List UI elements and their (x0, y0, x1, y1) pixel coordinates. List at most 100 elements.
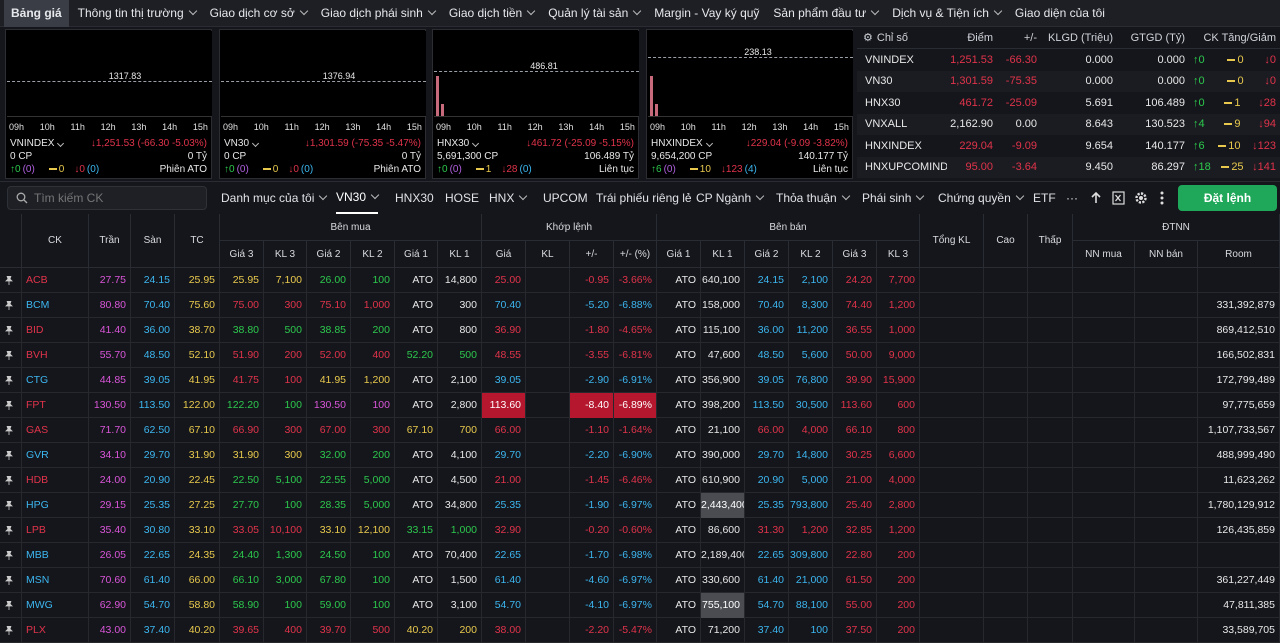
market-tab-11[interactable]: ETF (1033, 182, 1056, 214)
cell-ck[interactable]: BCM (22, 293, 89, 318)
more-tabs-button[interactable]: ··· (1066, 191, 1078, 205)
nav-item-4[interactable]: Giao dịch tiền (442, 0, 541, 27)
excel-icon[interactable] (1112, 191, 1125, 205)
cell-ck[interactable]: LPB (22, 518, 89, 543)
market-tab-8[interactable]: Thỏa thuận (776, 182, 850, 214)
pin-icon[interactable] (5, 451, 13, 460)
market-tab-6[interactable]: Trái phiếu riêng lẻ (596, 182, 692, 214)
index-table-row[interactable]: VNXALL 2,162.90 0.00 8.643 130.523 ↑4 9 ↓94 (857, 113, 1280, 135)
cell-ck[interactable]: ACB (22, 268, 89, 293)
market-tab-7[interactable]: CP Ngành (696, 182, 765, 214)
nav-item-2[interactable]: Giao dịch cơ sở (203, 0, 314, 27)
arrow-up-icon[interactable] (1090, 192, 1102, 204)
gear-icon[interactable]: ⚙ (863, 32, 873, 44)
index-mini-chart[interactable]: 1376.94 09h 10h 11h 12h 13h 14h 15h VN30 ↓1,301.5… (219, 29, 426, 179)
stock-row-hpg[interactable]: HPG 29.15 25.35 27.25 27.70 100 28.35 5,000 ATO 3… (0, 493, 1280, 518)
stock-row-fpt[interactable]: FPT 130.50 113.50 122.00 122.20 100 130.50 100 A… (0, 393, 1280, 418)
pin-cell[interactable] (0, 543, 22, 568)
pin-cell[interactable] (0, 418, 22, 443)
nav-item-8[interactable]: Dịch vụ & Tiện ích (885, 0, 1008, 27)
pin-icon[interactable] (5, 376, 13, 385)
cell-ck[interactable]: HDB (22, 468, 89, 493)
pin-cell[interactable] (0, 618, 22, 643)
nav-item-7[interactable]: Sản phẩm đầu tư (766, 0, 885, 27)
cell-ck[interactable]: GVR (22, 443, 89, 468)
index-mini-chart[interactable]: 1317.83 09h 10h 11h 12h 13h 14h 15h VNINDEX ↓1,25… (5, 29, 212, 179)
pin-cell[interactable] (0, 343, 22, 368)
pin-icon[interactable] (5, 476, 13, 485)
more-options-icon[interactable] (1160, 191, 1164, 205)
market-tab-2[interactable]: HNX30 (395, 182, 434, 214)
stock-row-mwg[interactable]: MWG 62.90 54.70 58.80 58.90 100 59.00 100 ATO 3,1… (0, 593, 1280, 618)
pin-icon[interactable] (5, 601, 13, 610)
cell-ck[interactable]: FPT (22, 393, 89, 418)
search-input[interactable] (34, 191, 194, 205)
pin-icon[interactable] (5, 276, 13, 285)
index-table-row[interactable]: VNINDEX 1,251.53 -66.30 0.000 0.000 ↑0 0 ↓0 (857, 49, 1280, 71)
stock-row-gvr[interactable]: GVR 34.10 29.70 31.90 31.90 300 32.00 200 ATO 4,1… (0, 443, 1280, 468)
nav-item-9[interactable]: Giao diện của tôi (1008, 0, 1112, 27)
pin-cell[interactable] (0, 468, 22, 493)
cell-ck[interactable]: MWG (22, 593, 89, 618)
pin-icon[interactable] (5, 326, 13, 335)
cell-ck[interactable]: BID (22, 318, 89, 343)
market-tab-4[interactable]: HNX (489, 182, 528, 214)
index-mini-chart[interactable]: 238.13 09h 10h 11h 12h 13h 14h 15h HNXINDEX ↓229.… (646, 29, 853, 179)
pin-cell[interactable] (0, 593, 22, 618)
pin-icon[interactable] (5, 576, 13, 585)
nav-item-0[interactable]: Bảng giá (4, 0, 69, 27)
cell-ck[interactable]: CTG (22, 368, 89, 393)
stock-row-acb[interactable]: ACB 27.75 24.15 25.95 25.95 7,100 26.00 100 ATO 1… (0, 268, 1280, 293)
pin-cell[interactable] (0, 568, 22, 593)
stock-row-mbb[interactable]: MBB 26.05 22.65 24.35 24.40 1,300 24.50 100 ATO 7… (0, 543, 1280, 568)
cell-ck[interactable]: PLX (22, 618, 89, 643)
market-tab-0[interactable]: Danh mục của tôi (221, 182, 328, 214)
nav-item-1[interactable]: Thông tin thị trường (71, 0, 203, 27)
stock-row-hdb[interactable]: HDB 24.00 20.90 22.45 22.50 5,100 22.55 5,000 AT… (0, 468, 1280, 493)
cell-ck[interactable]: HPG (22, 493, 89, 518)
index-name[interactable]: HNX30 (437, 137, 480, 150)
pin-icon[interactable] (5, 551, 13, 560)
index-table-row[interactable]: HNX30 461.72 -25.09 5.691 106.489 ↑0 1 ↓28 (857, 92, 1280, 114)
pin-icon[interactable] (5, 626, 13, 635)
pin-icon[interactable] (5, 301, 13, 310)
index-table-row[interactable]: HNXINDEX 229.04 -9.09 9.654 140.177 ↑6 10 ↓123 (857, 135, 1280, 157)
market-tab-10[interactable]: Chứng quyền (938, 182, 1024, 214)
stock-row-lpb[interactable]: LPB 35.40 30.80 33.10 33.05 10,100 33.10 12,100… (0, 518, 1280, 543)
stock-row-bvh[interactable]: BVH 55.70 48.50 52.10 51.90 200 52.00 400 52.20 5… (0, 343, 1280, 368)
stock-row-ctg[interactable]: CTG 44.85 39.05 41.95 41.75 100 41.95 1,200 ATO 2… (0, 368, 1280, 393)
pin-cell[interactable] (0, 368, 22, 393)
stock-row-bid[interactable]: BID 41.40 36.00 38.70 38.80 500 38.85 200 ATO 800… (0, 318, 1280, 343)
pin-icon[interactable] (5, 401, 13, 410)
nav-item-6[interactable]: Margin - Vay ký quỹ (647, 0, 766, 27)
index-table-row[interactable]: HNXUPCOMINDE 95.00 -3.64 9.450 86.297 ↑18 25 ↓1… (857, 156, 1280, 178)
pin-icon[interactable] (5, 426, 13, 435)
nav-item-3[interactable]: Giao dịch phái sinh (314, 0, 442, 27)
pin-cell[interactable] (0, 518, 22, 543)
stock-row-bcm[interactable]: BCM 80.80 70.40 75.60 75.00 300 75.10 1,000 ATO 3… (0, 293, 1280, 318)
pin-icon[interactable] (5, 351, 13, 360)
pin-cell[interactable] (0, 293, 22, 318)
pin-cell[interactable] (0, 393, 22, 418)
index-name[interactable]: HNXINDEX (651, 137, 713, 150)
nav-item-5[interactable]: Quản lý tài sản (541, 0, 647, 27)
cell-ck[interactable]: MSN (22, 568, 89, 593)
pin-cell[interactable] (0, 318, 22, 343)
market-tab-9[interactable]: Phái sinh (862, 182, 925, 214)
pin-cell[interactable] (0, 443, 22, 468)
cell-ck[interactable]: GAS (22, 418, 89, 443)
pin-icon[interactable] (5, 501, 13, 510)
place-order-button[interactable]: Đặt lệnh (1178, 185, 1277, 211)
index-table-row[interactable]: VN30 1,301.59 -75.35 0.000 0.000 ↑0 0 ↓0 (857, 70, 1280, 92)
stock-row-msn[interactable]: MSN 70.60 61.40 66.00 66.10 3,000 67.80 100 ATO 1… (0, 568, 1280, 593)
pin-cell[interactable] (0, 493, 22, 518)
index-name[interactable]: VN30 (224, 137, 260, 150)
stock-row-plx[interactable]: PLX 43.00 37.40 40.20 39.65 400 39.70 500 40.20 2… (0, 618, 1280, 643)
pin-icon[interactable] (5, 526, 13, 535)
index-mini-chart[interactable]: 486.81 09h 10h 11h 12h 13h 14h 15h HNX30 ↓461.72 … (432, 29, 639, 179)
search-box[interactable] (7, 186, 207, 210)
gear-icon[interactable] (1134, 191, 1148, 205)
stock-row-gas[interactable]: GAS 71.70 62.50 67.10 66.90 300 67.00 300 67.10 7… (0, 418, 1280, 443)
market-tab-5[interactable]: UPCOM (543, 182, 588, 214)
market-tab-3[interactable]: HOSE (445, 182, 479, 214)
